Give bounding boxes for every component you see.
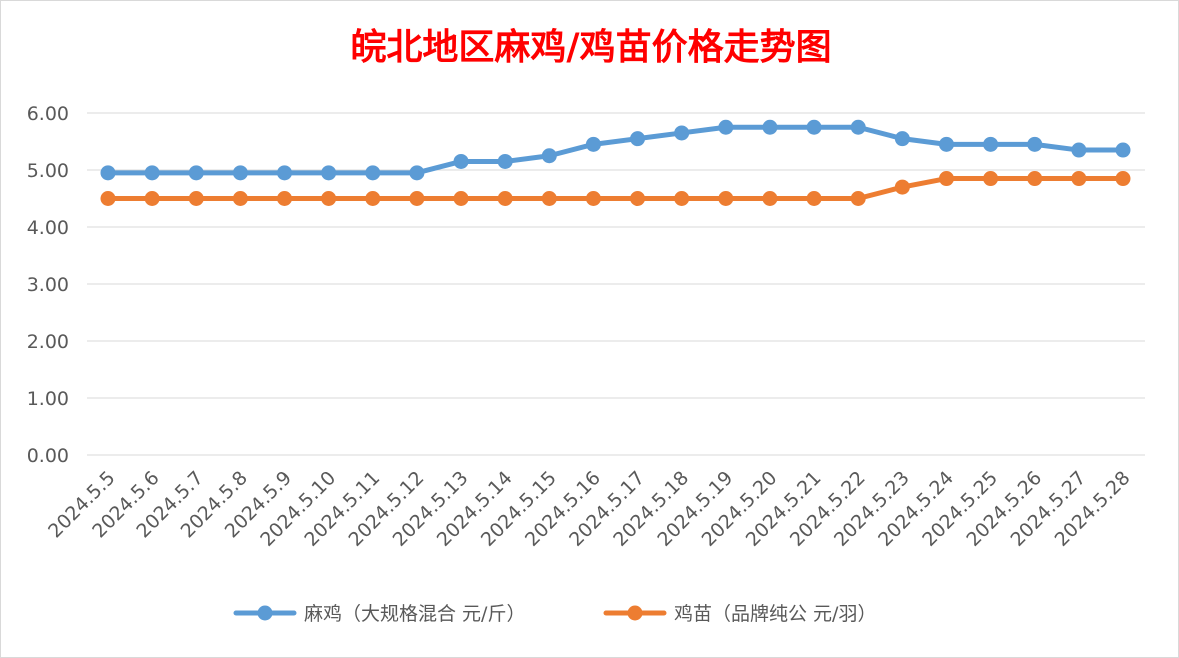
- data-point: [100, 191, 116, 206]
- data-point: [409, 191, 425, 206]
- legend-swatch-marker: [627, 605, 643, 621]
- x-axis-ticks: 2024.5.52024.5.62024.5.72024.5.82024.5.9…: [44, 467, 1134, 551]
- legend-label: 鸡苗（品牌纯公 元/羽）: [674, 603, 876, 625]
- series-line: [105, 124, 1126, 176]
- data-point: [277, 191, 293, 206]
- data-point: [232, 191, 248, 206]
- y-tick-label: 1.00: [27, 388, 69, 410]
- data-point: [630, 131, 646, 147]
- legend-label: 麻鸡（大规格混合 元/斤）: [304, 603, 525, 625]
- data-point: [894, 131, 910, 147]
- data-point: [497, 153, 513, 169]
- chart-title: 皖北地区麻鸡/鸡苗价格走势图: [350, 26, 831, 68]
- data-point: [188, 165, 204, 181]
- data-point: [1115, 171, 1131, 187]
- data-point: [365, 165, 381, 181]
- y-tick-label: 0.00: [27, 445, 69, 467]
- data-point: [144, 165, 160, 181]
- legend-item: 麻鸡（大规格混合 元/斤）: [233, 603, 525, 625]
- data-point: [585, 191, 601, 206]
- data-point: [1027, 136, 1043, 152]
- data-point: [585, 136, 601, 152]
- y-tick-label: 2.00: [27, 331, 69, 353]
- series-line: [105, 176, 1126, 201]
- data-point: [144, 191, 160, 206]
- data-point: [983, 171, 999, 187]
- y-tick-label: 4.00: [27, 217, 69, 239]
- series-layer: [100, 119, 1131, 206]
- data-point: [1027, 171, 1043, 187]
- data-point: [541, 191, 557, 206]
- y-tick-label: 3.00: [27, 274, 69, 296]
- data-point: [1071, 171, 1087, 187]
- data-point: [1071, 142, 1087, 158]
- data-point: [938, 171, 954, 187]
- series-1: [100, 119, 1131, 181]
- data-point: [674, 191, 690, 206]
- data-point: [409, 165, 425, 181]
- data-point: [938, 136, 954, 152]
- y-tick-label: 5.00: [27, 160, 69, 182]
- data-point: [188, 191, 204, 206]
- y-axis-ticks: 0.00 1.00 2.00 3.00 4.00 5.00 6.00: [27, 103, 69, 467]
- data-point: [674, 125, 690, 141]
- data-point: [277, 165, 293, 181]
- data-point: [365, 191, 381, 206]
- data-point: [497, 191, 513, 206]
- data-point: [718, 191, 734, 206]
- data-point: [100, 165, 116, 181]
- data-point: [850, 119, 866, 135]
- data-point: [894, 179, 910, 195]
- legend-swatch-marker: [257, 605, 273, 621]
- data-point: [541, 148, 557, 164]
- data-point: [806, 191, 822, 206]
- series-2: [100, 171, 1131, 206]
- data-point: [718, 119, 734, 135]
- data-point: [453, 191, 469, 206]
- legend-item: 鸡苗（品牌纯公 元/羽）: [603, 603, 876, 625]
- data-point: [1115, 142, 1131, 158]
- data-point: [806, 119, 822, 135]
- data-point: [321, 191, 337, 206]
- data-point: [762, 119, 778, 135]
- data-point: [453, 153, 469, 169]
- data-point: [232, 165, 248, 181]
- data-point: [321, 165, 337, 181]
- gridlines: [87, 112, 1145, 456]
- y-tick-label: 6.00: [27, 103, 69, 125]
- data-point: [983, 136, 999, 152]
- data-point: [762, 191, 778, 206]
- data-point: [850, 191, 866, 206]
- legend: 麻鸡（大规格混合 元/斤） 鸡苗（品牌纯公 元/羽）: [233, 603, 876, 625]
- data-point: [630, 191, 646, 206]
